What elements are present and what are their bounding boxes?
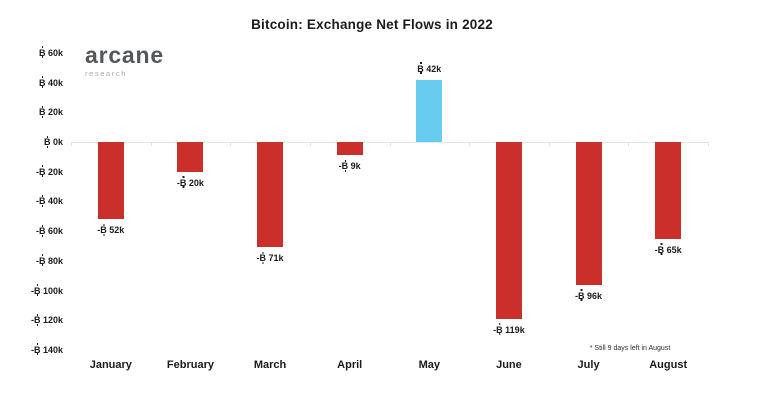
footnote: * Still 9 days left in August bbox=[589, 345, 671, 352]
bar-january bbox=[97, 142, 124, 220]
bar-june bbox=[495, 142, 522, 319]
y-axis-tick-label: -B 20k bbox=[35, 165, 63, 178]
bar-march bbox=[257, 142, 284, 248]
y-axis-tick-label: -B 140k bbox=[30, 343, 63, 356]
y-axis-tick-label: B 20k bbox=[38, 105, 63, 118]
y-axis-tick-label: B 0k bbox=[43, 135, 63, 148]
x-axis-label-july: July bbox=[577, 359, 600, 371]
bar-april bbox=[336, 142, 363, 156]
bitcoin-symbol: B bbox=[100, 223, 107, 236]
arcane-research-logo: arcane research bbox=[85, 44, 164, 78]
bitcoin-symbol: B bbox=[38, 105, 46, 118]
y-axis-tick-label: -B 100k bbox=[30, 284, 63, 296]
bitcoin-symbol: B bbox=[33, 284, 41, 296]
bitcoin-symbol: B bbox=[33, 313, 41, 326]
axis-tick bbox=[548, 142, 550, 146]
bitcoin-symbol: B bbox=[179, 176, 187, 189]
chart-title: Bitcoin: Exchange Net Flows in 2022 bbox=[251, 17, 493, 32]
logo-tagline: research bbox=[85, 69, 127, 78]
bar-may bbox=[416, 79, 443, 142]
axis-tick bbox=[708, 142, 709, 146]
x-axis-label-may: May bbox=[418, 359, 441, 371]
axis-tick bbox=[469, 142, 471, 146]
y-axis-tick-label: -B 60k bbox=[35, 224, 63, 237]
x-axis-label-january: January bbox=[89, 359, 132, 371]
y-axis-tick-label: -B 120k bbox=[30, 313, 63, 326]
bitcoin-symbol: B bbox=[38, 165, 46, 178]
logo-wordmark: arcane bbox=[85, 42, 164, 68]
bitcoin-symbol: B bbox=[578, 289, 585, 302]
bitcoin-symbol: B bbox=[33, 343, 41, 356]
bar-july bbox=[575, 142, 602, 285]
bar-february bbox=[177, 142, 204, 172]
bar-value-label: -B 20k bbox=[176, 176, 204, 189]
axis-tick bbox=[230, 142, 232, 146]
bar-value-label: -B 9k bbox=[338, 159, 361, 172]
y-axis-tick-label: B 40k bbox=[38, 76, 63, 89]
y-axis-tick-label: -B 80k bbox=[35, 254, 63, 267]
bar-value-label: B 42k bbox=[417, 62, 442, 75]
x-axis-label-march: March bbox=[253, 359, 287, 371]
bitcoin-symbol: B bbox=[259, 251, 267, 264]
x-axis-label-august: August bbox=[649, 359, 688, 371]
bitcoin-symbol: B bbox=[657, 243, 665, 256]
bitcoin-symbol: B bbox=[38, 194, 46, 207]
axis-tick bbox=[71, 142, 72, 146]
bitcoin-symbol: B bbox=[341, 159, 349, 172]
bar-value-label: -B 96k bbox=[575, 289, 603, 302]
y-axis-tick-label: -B 40k bbox=[35, 194, 63, 207]
x-axis-label-june: June bbox=[496, 359, 522, 371]
axis-tick bbox=[150, 142, 152, 146]
bitcoin-symbol: B bbox=[496, 323, 503, 336]
bitcoin-symbol: B bbox=[38, 46, 46, 59]
x-axis-label-february: February bbox=[166, 359, 214, 371]
y-axis-tick-label: B 60k bbox=[38, 46, 63, 59]
bar-value-label: -B 52k bbox=[97, 223, 125, 236]
axis-tick bbox=[309, 142, 311, 146]
bitcoin-symbol: B bbox=[417, 62, 424, 75]
axis-tick bbox=[389, 142, 391, 146]
bitcoin-symbol: B bbox=[38, 254, 46, 267]
bar-value-label: -B 119k bbox=[493, 323, 525, 336]
bitcoin-symbol: B bbox=[43, 135, 51, 148]
x-axis-label-april: April bbox=[337, 359, 363, 371]
bar-august bbox=[655, 142, 682, 239]
bitcoin-symbol: B bbox=[38, 76, 46, 89]
bitcoin-symbol: B bbox=[38, 224, 46, 237]
bar-value-label: -B 71k bbox=[256, 251, 284, 264]
axis-tick bbox=[628, 142, 630, 146]
bar-value-label: -B 65k bbox=[654, 243, 682, 256]
